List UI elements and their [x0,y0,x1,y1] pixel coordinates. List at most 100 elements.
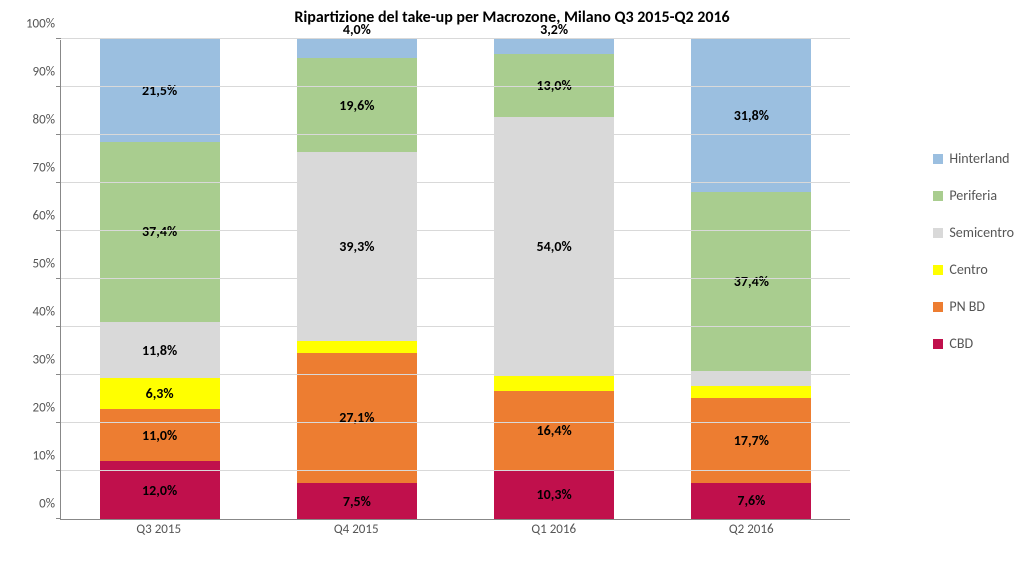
gridline [61,422,850,423]
bar-segment-label: 54,0% [537,238,572,255]
x-tick-label: Q4 2015 [277,522,435,537]
bar-segment-label: 6,3% [146,385,174,402]
bar-segment-label: 10,3% [537,486,572,503]
bar-segment-hinterland: 21,5% [100,39,220,142]
bar: 12,0%11,0%6,3%11,8%37,4%21,5% [100,39,220,519]
y-tick-label: 30% [33,353,55,368]
y-tick-label: 100% [26,17,55,32]
bar-segment-cbd: 7,5% [297,483,417,519]
bar-segment-label: 31,8% [734,107,769,124]
bar: 7,5% 27,1% 2,5%39,3% 19,6% 4,0% [297,39,417,519]
bar-segment-label: 7,6% [737,492,765,509]
bars-row: 12,0%11,0%6,3%11,8%37,4%21,5%7,5%27,1%2,… [61,40,850,519]
bar-segment-label: 19,6% [339,97,374,114]
legend-swatch [933,154,943,164]
bar-segment-centro: 3,1% [494,376,614,391]
bar-segment-label: 17,7% [734,432,769,449]
y-tick-label: 80% [33,113,55,128]
bar-segment-label: 37,4% [142,223,177,240]
gridline [61,230,850,231]
bar-segment-periferia: 37,4% [691,192,811,372]
bar-segment-label: 4,0% [297,21,417,38]
bar-segment-semicentro: 11,8% [100,322,220,379]
legend-item: PN BD [933,298,1014,315]
y-tick-label: 50% [33,257,55,272]
x-tick-label: Q1 2016 [475,522,633,537]
legend-swatch [933,302,943,312]
y-tick-label: 20% [33,401,55,416]
bar-segment-hinterland: 31,8% [691,39,811,192]
bar-segment-label: 3,2% [494,21,614,38]
legend-label: Hinterland [949,150,1009,167]
legend-label: PN BD [949,298,985,315]
bar-segment-label: 21,5% [142,82,177,99]
y-tick-label: 90% [33,65,55,80]
y-tick-label: 60% [33,209,55,224]
y-tick-mark [56,134,61,135]
bar-segment-label: 7,5% [343,493,371,510]
y-tick-mark [56,518,61,519]
legend: Hinterland Periferia Semicentro Centro PN BD… [933,150,1014,352]
gridline [61,278,850,279]
legend-label: CBD [949,335,973,352]
legend-label: Semicentro [949,224,1014,241]
y-tick-mark [56,86,61,87]
gridline [61,134,850,135]
bar-segment-pn-bd: 16,4% [494,391,614,470]
bar-segment-periferia: 19,6% [297,58,417,152]
legend-swatch [933,228,943,238]
bar-group: 10,3%16,4%3,1%54,0%13,0%3,2% [475,39,633,519]
legend-item: CBD [933,335,1014,352]
x-axis-labels: Q3 2015 Q4 2015 Q1 2016 Q2 2016 [60,522,850,537]
y-tick-label: 0% [39,497,55,512]
legend-label: Periferia [949,187,997,204]
gridline [61,86,850,87]
gridline [61,374,850,375]
bar-segment-centro: 6,3% [100,378,220,408]
chart-container: Ripartizione del take-up per Macrozone, … [0,0,1024,567]
bar-segment-semicentro: 54,0% [494,117,614,376]
plot-area: 12,0%11,0%6,3%11,8%37,4%21,5%7,5%27,1%2,… [60,40,850,520]
gridline [61,38,850,39]
bar-segment-centro: 2,4% [691,386,811,398]
bar-segment-hinterland: 4,0% [297,39,417,58]
bar-group: 7,5% 27,1% 2,5%39,3% 19,6% 4,0% [278,39,436,519]
bar-segment-cbd: 7,6% [691,483,811,519]
gridline [61,182,850,183]
legend-item: Semicentro [933,224,1014,241]
legend-item: Hinterland [933,150,1014,167]
y-tick-mark [56,230,61,231]
x-tick-label: Q3 2015 [80,522,238,537]
y-tick-mark [56,38,61,39]
bar-group: 7,6%17,7%2,4%3,1%37,4%31,8% [672,39,830,519]
bar-segment-hinterland: 3,2% [494,39,614,54]
bar-segment-cbd: 10,3% [494,470,614,519]
bar-segment-pn-bd: 27,1% [297,353,417,483]
legend-swatch [933,265,943,275]
gridline [61,326,850,327]
bar-segment-label: 16,4% [537,422,572,439]
x-tick-label: Q2 2016 [672,522,830,537]
legend-swatch [933,191,943,201]
bar-group: 12,0%11,0%6,3%11,8%37,4%21,5% [81,39,239,519]
bar-segment-label: 37,4% [734,273,769,290]
bar-segment-label: 11,8% [142,342,177,359]
y-tick-mark [56,182,61,183]
bar-segment-pn-bd: 11,0% [100,409,220,462]
legend-label: Centro [949,261,987,278]
y-tick-mark [56,326,61,327]
bar-segment-label: 27,1% [339,409,374,426]
y-tick-mark [56,470,61,471]
y-tick-label: 70% [33,161,55,176]
legend-item: Periferia [933,187,1014,204]
gridline [61,470,850,471]
bar-segment-semicentro: 39,3% [297,152,417,341]
bar: 10,3%16,4%3,1%54,0%13,0%3,2% [494,39,614,519]
y-tick-mark [56,278,61,279]
y-tick-label: 40% [33,305,55,320]
bar-segment-centro: 2,5% [297,341,417,353]
legend-item: Centro [933,261,1014,278]
legend-swatch [933,339,943,349]
y-tick-mark [56,374,61,375]
bar: 7,6%17,7%2,4%3,1%37,4%31,8% [691,39,811,519]
